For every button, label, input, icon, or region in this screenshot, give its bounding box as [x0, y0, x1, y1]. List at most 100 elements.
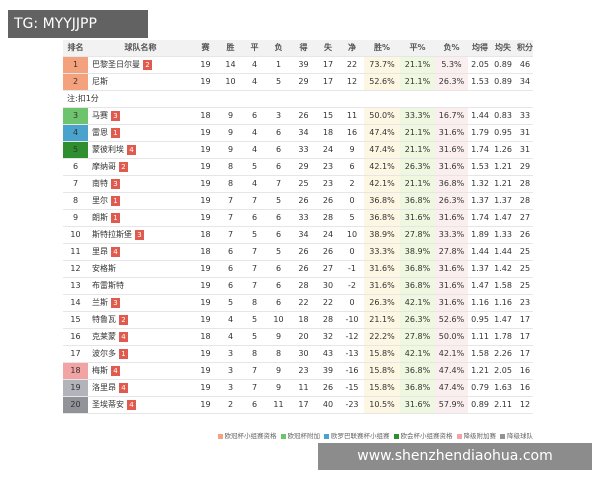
stat-cell: 1.44	[471, 111, 489, 120]
team-name: 波尔多 1	[88, 346, 193, 362]
stat-cell: -13	[345, 349, 359, 358]
table-row: 13 布雷斯特 19 6 7 6 28 30 -2 31.6% 36.8% 31.6% 1.47 1.58…	[63, 278, 533, 295]
stat-cell: 6	[275, 230, 282, 239]
stat-cell: 36.8%	[364, 210, 400, 226]
standings-table: 排名 球队名称赛胜平负得失净胜% 平% 负% 均得 均失 积分 1 巴黎圣日尔曼 2 19 14 4 1 3…	[63, 40, 533, 442]
badge: 1	[111, 127, 120, 138]
stat-cell: 5	[251, 162, 258, 171]
header-cell: 负%	[443, 43, 460, 52]
table-row: 7 南特 3 19 8 4 7 25 23 2 42.1% 21.1% 36.8% 1.32 1.21 28	[63, 176, 533, 193]
team-label: 兰斯	[92, 298, 108, 307]
stat-cell: 1.26	[494, 145, 512, 154]
rank: 12	[70, 264, 81, 273]
stat-cell: 25	[519, 264, 531, 273]
stat-cell: 34	[519, 77, 531, 86]
stat-cell: 31.6%	[435, 125, 468, 141]
stat-cell: 1	[275, 60, 282, 69]
stat-cell: 21.1%	[400, 125, 435, 141]
stat-cell: 30	[298, 349, 309, 358]
stat-cell: 1.74	[471, 213, 489, 222]
stat-cell: 34	[298, 230, 309, 239]
rank: 14	[70, 298, 81, 307]
stat-cell: 50.0%	[364, 108, 400, 124]
stat-cell: 47.4%	[364, 125, 400, 141]
stat-cell: 1.79	[471, 128, 489, 137]
stat-cell: 9	[227, 111, 234, 120]
stat-cell: 9	[227, 145, 234, 154]
stat-cell: 15.8%	[364, 363, 400, 379]
badge: 4	[111, 365, 120, 376]
team-label: 摩纳哥	[92, 162, 116, 171]
stat-cell: 11	[346, 111, 358, 120]
stat-cell: 18	[322, 128, 334, 137]
stat-cell: 1.47	[494, 213, 512, 222]
stat-cell: 9	[275, 332, 282, 341]
rank: 8	[72, 196, 79, 205]
stat-cell: 5	[227, 298, 234, 307]
stat-cell: 0.95	[471, 315, 489, 324]
rank: 10	[70, 230, 81, 239]
team-name: 圣埃蒂安 4	[88, 397, 193, 413]
team-name: 兰斯 3	[88, 295, 193, 311]
stat-cell: 19	[200, 315, 211, 324]
stat-cell: 1.63	[494, 383, 512, 392]
stat-cell: 2	[227, 400, 234, 409]
stat-cell: 5	[275, 77, 282, 86]
note: 注:扣1分	[67, 94, 99, 103]
stat-cell: 6	[349, 162, 355, 171]
stat-cell: 18	[200, 247, 211, 256]
stat-cell: 26	[322, 383, 334, 392]
stat-cell: 73.7%	[364, 57, 400, 73]
header-cell: 胜%	[373, 43, 390, 52]
stat-cell: 29	[298, 77, 309, 86]
stat-cell: 19	[200, 196, 211, 205]
stat-cell: 18	[200, 111, 211, 120]
stat-cell: 31.6%	[364, 278, 400, 294]
stat-cell: 18	[200, 230, 211, 239]
stat-cell: 23	[519, 298, 531, 307]
stat-cell: 26.3%	[400, 312, 435, 328]
stat-cell: 3	[227, 383, 234, 392]
table-row: 12 安格斯 19 6 7 6 26 27 -1 31.6% 36.8% 31.6% 1.37 1.42 2…	[63, 261, 533, 278]
stat-cell: 24	[322, 145, 334, 154]
legend-swatch	[217, 433, 223, 439]
stat-cell: 19	[200, 213, 211, 222]
stat-cell: 4	[251, 60, 258, 69]
table-row: 19 洛里昂 4 19 3 7 9 11 26 -15 15.8% 36.8% 47.4% 0.79 1.6…	[63, 380, 533, 397]
table-row: 20 圣埃蒂安 4 19 2 6 11 17 40 -23 10.5% 31.6% 57.9% 0.89 2…	[63, 397, 533, 414]
badge: 1	[111, 195, 120, 206]
rank: 5	[63, 142, 88, 158]
stat-cell: 38.9%	[364, 227, 400, 243]
stat-cell: 10.5%	[364, 397, 400, 413]
stat-cell: 26	[322, 196, 334, 205]
stat-cell: 0	[349, 247, 355, 256]
rank: 20	[63, 397, 88, 413]
stat-cell: 23	[322, 162, 334, 171]
stat-cell: 1.74	[471, 145, 489, 154]
stat-cell: 26	[298, 196, 309, 205]
watermark: www.shenzhendiaohua.com	[318, 443, 592, 470]
stat-cell: 0.83	[494, 111, 512, 120]
header-cell: 均得	[472, 43, 488, 52]
stat-cell: 34	[298, 128, 309, 137]
stat-cell: 52.6%	[435, 312, 468, 328]
stat-cell: 28	[519, 196, 531, 205]
stat-cell: 39	[298, 60, 309, 69]
stat-cell: 4	[251, 77, 258, 86]
stat-cell: 8	[275, 349, 282, 358]
header-cell: 均失	[495, 43, 511, 52]
team-label: 南特	[92, 179, 108, 188]
badge: 2	[119, 161, 128, 172]
stat-cell: 1.44	[494, 247, 512, 256]
stat-cell: 19	[200, 349, 211, 358]
stat-cell: 4	[251, 145, 258, 154]
stat-cell: 31.6%	[435, 142, 468, 158]
stat-cell: 27	[322, 264, 334, 273]
stat-cell: 6	[275, 213, 282, 222]
stat-cell: 1.58	[471, 349, 489, 358]
stat-cell: 5	[349, 213, 355, 222]
stat-cell: 33	[298, 213, 309, 222]
stat-cell: 4	[227, 315, 234, 324]
stat-cell: 9	[227, 128, 234, 137]
team-name: 朗斯 1	[88, 210, 193, 226]
